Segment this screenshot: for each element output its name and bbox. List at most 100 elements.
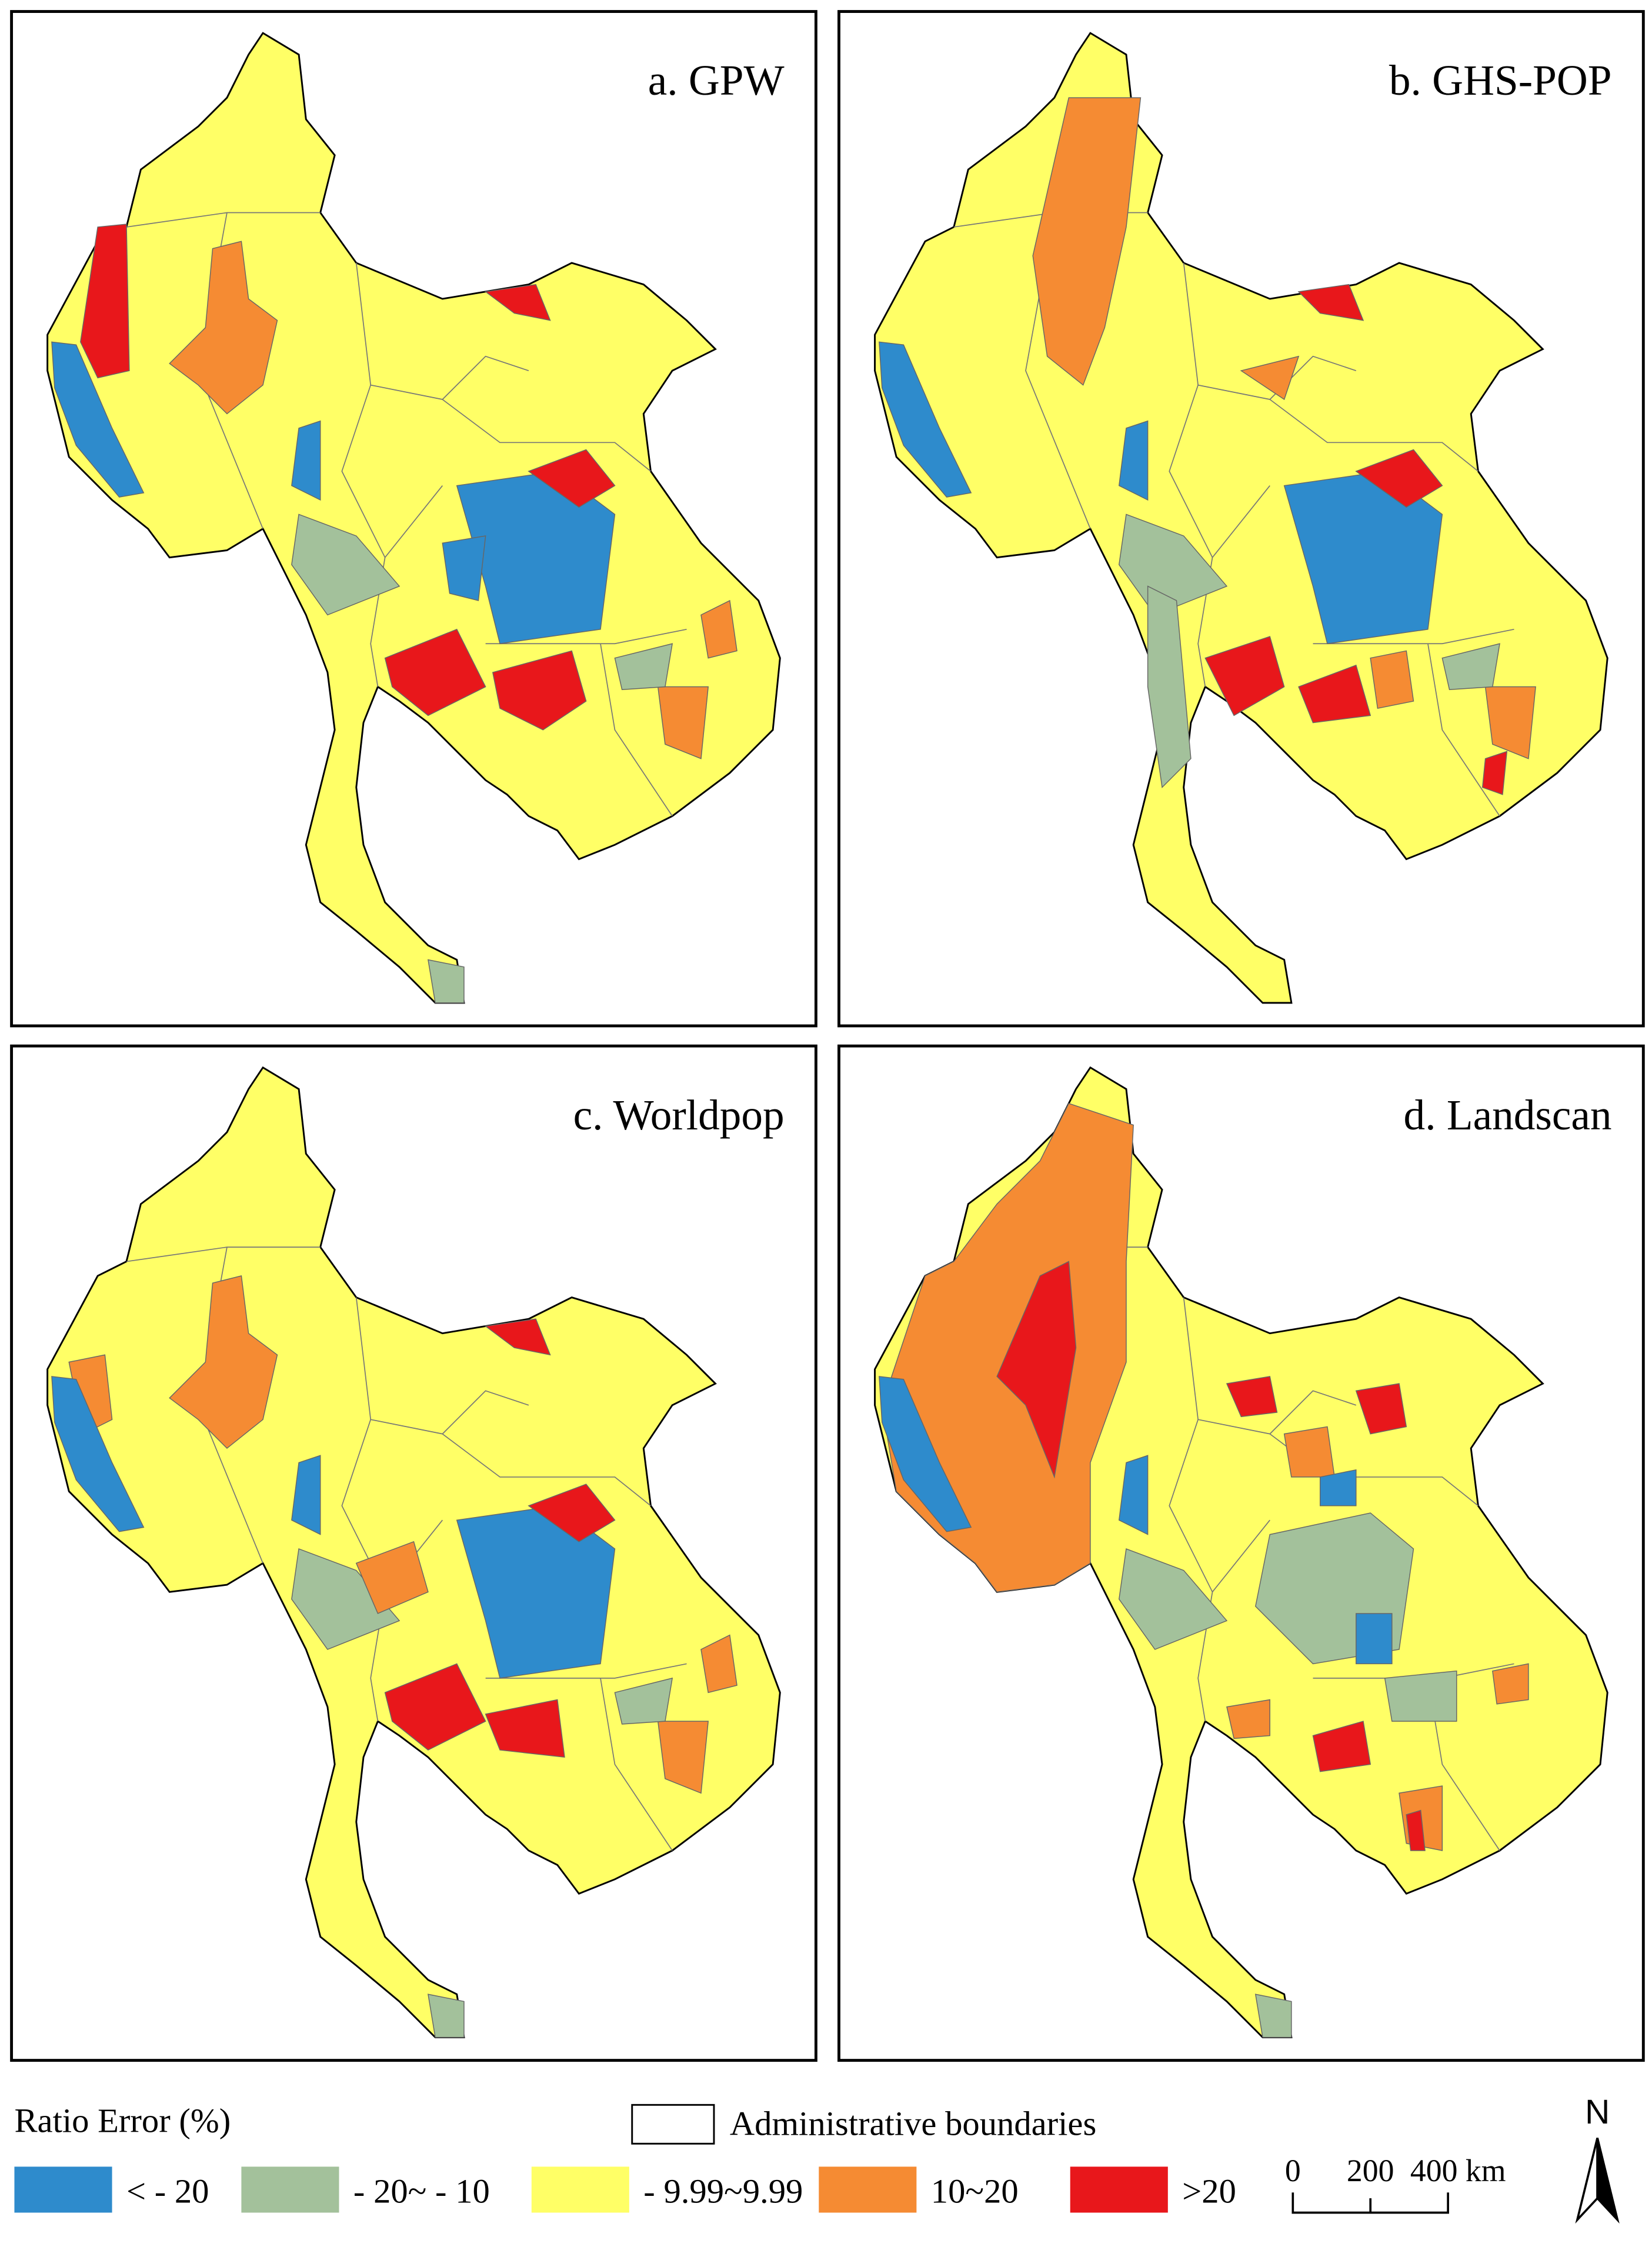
- region: [614, 1677, 673, 1725]
- region: [1312, 1721, 1371, 1772]
- admin-boundary: [442, 1433, 652, 1506]
- region: [1119, 1548, 1228, 1650]
- region: [1355, 449, 1443, 508]
- boundary-label: Administrative boundaries: [730, 2105, 1096, 2143]
- admin-boundary: [442, 399, 652, 472]
- region: [1356, 1613, 1393, 1665]
- map-panel: c. Worldpop: [10, 1044, 817, 2062]
- region: [1355, 1383, 1407, 1435]
- region: [291, 420, 321, 501]
- region: [700, 599, 737, 659]
- north-arrow: N: [1575, 2093, 1620, 2224]
- legend-label: < - 20: [126, 2172, 209, 2210]
- region: [51, 341, 145, 498]
- region: [485, 1699, 565, 1758]
- admin-boundary: [1313, 628, 1514, 645]
- region: [355, 1541, 429, 1614]
- map-panel: b. GHS-POP: [837, 10, 1645, 1028]
- region: [1297, 284, 1364, 321]
- region: [1240, 355, 1300, 401]
- region: [879, 341, 972, 498]
- region: [700, 1634, 737, 1694]
- panel-title: c. Worldpop: [573, 1091, 785, 1139]
- region: [879, 1376, 972, 1532]
- panel-title: b. GHS-POP: [1389, 56, 1612, 104]
- region: [1254, 1994, 1292, 2038]
- region: [1147, 585, 1192, 789]
- scale-label: 200: [1347, 2153, 1394, 2188]
- region: [1226, 1699, 1270, 1739]
- scale-label: 0: [1285, 2153, 1301, 2188]
- region: [384, 628, 486, 716]
- north-arrow-right: [1596, 2138, 1620, 2224]
- legend-swatch: [241, 2166, 339, 2213]
- legend-swatch: [819, 2166, 917, 2213]
- region: [384, 1663, 486, 1751]
- region: [657, 686, 709, 759]
- scale-label: 400 km: [1410, 2153, 1506, 2188]
- region: [1481, 751, 1508, 795]
- region: [1384, 1670, 1457, 1722]
- admin-boundary: [1427, 644, 1500, 816]
- admin-boundary: [485, 1663, 687, 1679]
- region: [428, 959, 465, 1004]
- region: [1492, 1663, 1529, 1705]
- panel-title: a. GPW: [648, 56, 785, 104]
- region: [1032, 97, 1142, 386]
- region: [528, 449, 616, 508]
- region: [657, 1721, 709, 1794]
- region: [1319, 1469, 1357, 1506]
- admin-boundary: [1269, 399, 1479, 472]
- region: [528, 1484, 616, 1542]
- legend-swatch: [1070, 2166, 1168, 2213]
- region: [291, 1548, 401, 1650]
- region: [1226, 1376, 1278, 1418]
- region: [614, 643, 673, 691]
- region: [80, 224, 130, 379]
- admin-boundary: [1169, 385, 1270, 559]
- region: [484, 284, 551, 321]
- legend-label: 10~20: [931, 2172, 1019, 2210]
- map-panel: d. Landscan: [837, 1044, 1645, 2062]
- region: [1118, 420, 1149, 501]
- region: [291, 514, 401, 616]
- legend: Ratio Error (%) Administrative boundarie…: [14, 2093, 1620, 2224]
- region: [1118, 1455, 1149, 1535]
- admin-boundary: [485, 628, 687, 645]
- region: [1298, 664, 1371, 724]
- region: [882, 1102, 1134, 1593]
- region: [291, 1455, 321, 1535]
- admin-boundary: [341, 385, 443, 559]
- region: [1406, 1809, 1426, 1851]
- region: [1204, 636, 1285, 716]
- north-label: N: [1585, 2093, 1610, 2131]
- legend-label: - 9.99~9.99: [643, 2172, 803, 2210]
- admin-boundary: [1169, 1419, 1270, 1593]
- region: [996, 1261, 1077, 1479]
- panel-title: d. Landscan: [1404, 1091, 1612, 1139]
- boundary-swatch: [631, 2104, 715, 2145]
- north-arrow-left: [1575, 2138, 1598, 2224]
- legend-title: Ratio Error (%): [14, 2102, 231, 2140]
- region: [442, 535, 486, 601]
- region: [1119, 514, 1228, 616]
- region: [1441, 643, 1500, 691]
- region: [1370, 650, 1414, 709]
- region: [428, 1994, 465, 2038]
- legend-swatch: [14, 2166, 112, 2213]
- map-panel: a. GPW: [10, 10, 817, 1028]
- region: [169, 241, 278, 415]
- legend-label: - 20~ - 10: [353, 2172, 490, 2210]
- panels: a. GPW b. GHS-POP c. Worldpop d. Landscan: [10, 10, 1645, 2062]
- region: [169, 1275, 278, 1449]
- region: [484, 1318, 551, 1356]
- legend-label: >20: [1182, 2172, 1236, 2210]
- scale-bar: 0 200 400 km: [1285, 2153, 1506, 2214]
- legend-swatch: [531, 2166, 629, 2213]
- admin-boundary: [600, 644, 673, 816]
- region: [1484, 686, 1536, 759]
- region: [51, 1376, 145, 1532]
- region: [492, 650, 587, 731]
- region: [1283, 1426, 1336, 1478]
